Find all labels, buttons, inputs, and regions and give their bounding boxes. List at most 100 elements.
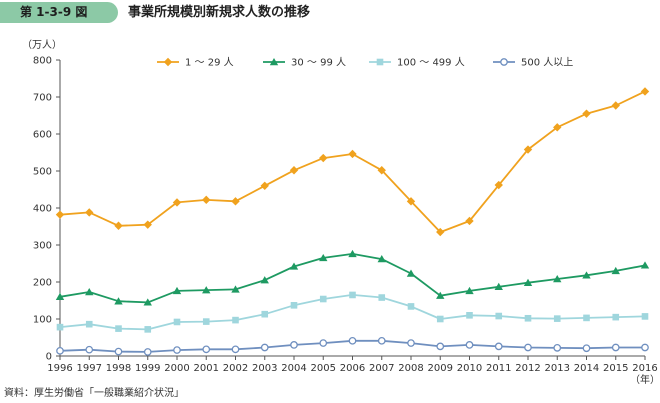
x-tick-label: 2015 (603, 363, 628, 374)
x-tick-label: 1999 (135, 363, 160, 374)
data-point (55, 292, 65, 300)
legend-item: 30 ～ 99 人 (263, 57, 346, 69)
data-point (582, 344, 591, 353)
data-point (172, 286, 182, 295)
data-point (524, 343, 532, 352)
data-point (494, 342, 503, 351)
figure-number-badge: 第 1-3-9 図 (0, 2, 118, 23)
data-point (143, 348, 152, 356)
axes: （万人） 0 100 200 300 400 500 600 700 800 1996 1997 199… (22, 39, 660, 386)
figure-header: 第 1-3-9 図 事業所規模別新規求人数の推移 (0, 0, 660, 26)
data-point (611, 101, 620, 110)
data-point (202, 345, 211, 354)
data-point (465, 286, 474, 295)
data-point (377, 166, 386, 175)
data-point (319, 253, 328, 262)
data-point (349, 291, 356, 299)
data-point (377, 336, 386, 345)
legend-marker (269, 58, 279, 66)
legend-label: 100 ～ 499 人 (397, 57, 465, 69)
data-point (202, 318, 210, 325)
data-point (407, 339, 415, 347)
y-tick-label: 500 (33, 167, 52, 178)
series-4 (56, 336, 649, 356)
data-point (172, 198, 182, 207)
data-point (553, 275, 562, 283)
data-point (289, 166, 299, 175)
x-tick-label: 2002 (223, 363, 248, 374)
data-point (319, 295, 327, 303)
series-3 (56, 291, 649, 333)
data-point (465, 216, 474, 226)
data-point (523, 278, 533, 286)
legend-marker (500, 58, 508, 66)
data-point (641, 313, 649, 320)
y-tick-label: 800 (33, 56, 52, 67)
x-tick-label: 2013 (545, 363, 570, 374)
data-point (85, 320, 93, 328)
x-tick-label: 2006 (340, 363, 365, 374)
x-tick-label: 1998 (106, 363, 131, 374)
data-point (260, 343, 269, 352)
y-tick-label: 0 (46, 352, 52, 363)
legend-item: 100 ～ 499 人 (369, 57, 465, 69)
data-point (55, 210, 65, 219)
data-point (436, 227, 445, 237)
data-point (582, 109, 591, 118)
series-2 (55, 249, 650, 306)
x-tick-label: 1997 (77, 363, 102, 374)
y-tick-label: 600 (33, 130, 52, 141)
data-point (231, 285, 240, 293)
data-point (115, 325, 122, 332)
y-tick-label: 200 (33, 278, 52, 289)
data-point (261, 310, 269, 318)
data-point (524, 314, 532, 322)
data-point (114, 221, 123, 230)
x-tick-label: 2000 (164, 363, 189, 374)
data-point (495, 312, 503, 320)
data-point (85, 345, 94, 354)
data-point (319, 153, 328, 163)
data-point (436, 342, 445, 351)
data-point (406, 197, 416, 206)
data-point (436, 315, 444, 323)
data-point (85, 287, 94, 296)
x-tick-label: 2001 (194, 363, 219, 374)
x-axis-label: （年） (630, 373, 660, 386)
x-tick-label: 1996 (47, 363, 72, 374)
data-point (582, 271, 591, 279)
data-point (290, 341, 298, 349)
y-tick-label: 100 (33, 315, 52, 326)
data-point (289, 262, 299, 270)
source-note: 資料：厚生労働省「一般職業紹介状況」 (4, 388, 184, 399)
x-tick-label: 2007 (369, 363, 394, 374)
x-tick-label: 2010 (457, 363, 482, 374)
x-tick-label: 2005 (311, 363, 336, 374)
legend-label: 1 ～ 29 人 (185, 57, 234, 69)
data-point (466, 312, 473, 319)
data-point (231, 345, 240, 354)
data-point (56, 346, 64, 355)
data-point (523, 145, 533, 154)
data-point (583, 314, 590, 322)
y-tick-label: 700 (33, 93, 52, 104)
x-tick-label: 2014 (574, 363, 599, 374)
data-point (173, 346, 181, 354)
legend-marker (163, 57, 173, 67)
data-point (436, 291, 445, 299)
data-point (553, 315, 561, 322)
data-point (553, 123, 562, 132)
legend: 1 ～ 29 人 30 ～ 99 人 100 ～ 499 人 500 人以上 (157, 57, 573, 69)
x-tick-label: 2003 (252, 363, 277, 374)
x-tick-label: 2008 (398, 363, 423, 374)
x-tick-label: 2012 (515, 363, 540, 374)
x-tick-label: 2011 (486, 363, 511, 374)
data-point (290, 302, 298, 309)
data-point (494, 180, 503, 190)
data-point (640, 261, 650, 269)
data-point (377, 255, 386, 263)
data-point (465, 341, 474, 349)
series-line (59, 90, 646, 234)
y-tick-label: 300 (33, 241, 52, 252)
